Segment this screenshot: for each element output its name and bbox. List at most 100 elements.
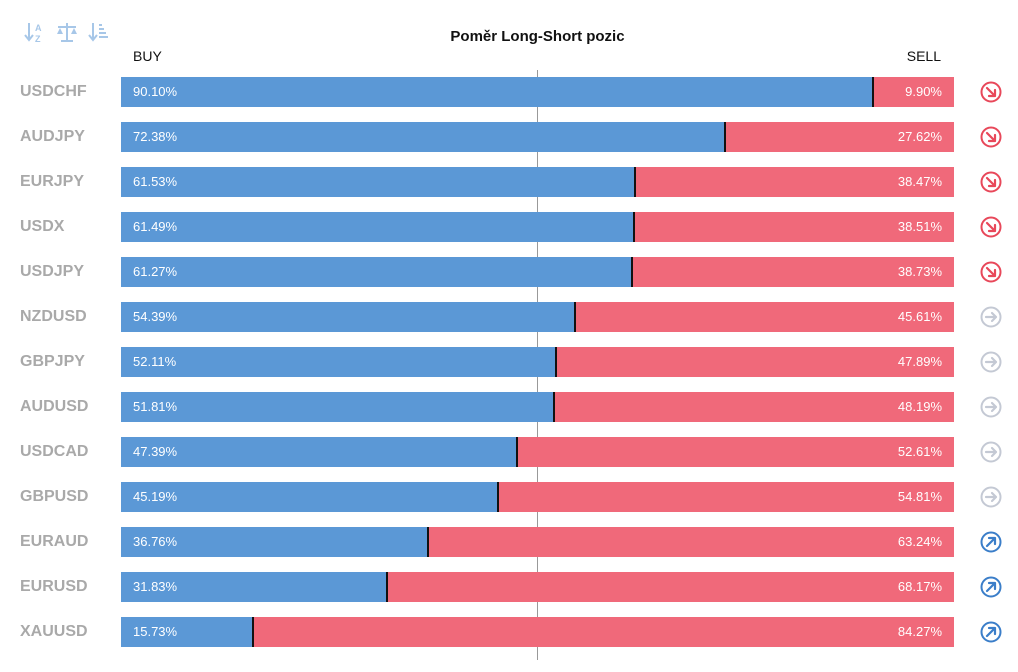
sell-percent-label: 38.47%	[897, 174, 942, 189]
sell-percent-label: 54.81%	[897, 489, 942, 504]
sell-percent-label: 38.73%	[897, 264, 942, 279]
buy-percent-label: 51.81%	[133, 399, 178, 414]
ratio-row[interactable]: AUDJPY 72.38% 27.62%	[0, 122, 1018, 152]
buy-percent-label: 52.11%	[133, 354, 177, 369]
trend-down-icon[interactable]	[980, 81, 1002, 103]
sell-percent-label: 9.90%	[905, 84, 942, 99]
ratio-bar: 47.39% 52.61%	[121, 437, 954, 467]
ratio-row[interactable]: USDCHF 90.10% 9.90%	[0, 77, 1018, 107]
sell-segment: 48.19%	[553, 392, 954, 422]
trend-neutral-icon[interactable]	[980, 441, 1002, 463]
ratio-bar: 36.76% 63.24%	[121, 527, 954, 557]
buy-percent-label: 45.19%	[133, 489, 178, 504]
sell-segment: 52.61%	[516, 437, 954, 467]
symbol-label: USDJPY	[20, 263, 85, 280]
trend-up-icon[interactable]	[980, 531, 1002, 553]
ratio-row[interactable]: USDJPY 61.27% 38.73%	[0, 257, 1018, 287]
ratio-row[interactable]: USDX 61.49% 38.51%	[0, 212, 1018, 242]
sell-percent-label: 48.19%	[897, 399, 942, 414]
buy-percent-label: 61.49%	[133, 219, 178, 234]
buy-segment: 36.76%	[121, 527, 427, 557]
trend-up-icon[interactable]	[980, 576, 1002, 598]
symbol-label: EURJPY	[20, 173, 85, 190]
buy-segment: 15.73%	[121, 617, 252, 647]
sell-percent-label: 68.17%	[897, 579, 942, 594]
trend-neutral-icon[interactable]	[980, 351, 1002, 373]
ratio-row[interactable]: AUDUSD 51.81% 48.19%	[0, 392, 1018, 422]
svg-text:Z: Z	[35, 34, 41, 44]
buy-percent-label: 72.38%	[133, 129, 178, 144]
ratio-row[interactable]: GBPJPY 52.11% 47.89%	[0, 347, 1018, 377]
trend-down-icon[interactable]	[980, 126, 1002, 148]
ratio-row[interactable]: EURUSD 31.83% 68.17%	[0, 572, 1018, 602]
ratio-bar: 31.83% 68.17%	[121, 572, 954, 602]
sell-percent-label: 27.62%	[897, 129, 942, 144]
trend-down-icon[interactable]	[980, 171, 1002, 193]
buy-segment: 61.53%	[121, 167, 634, 197]
ratio-row[interactable]: GBPUSD 45.19% 54.81%	[0, 482, 1018, 512]
sort-amount-icon[interactable]	[86, 18, 112, 46]
trend-neutral-icon[interactable]	[980, 486, 1002, 508]
trend-neutral-icon[interactable]	[980, 396, 1002, 418]
symbol-label: USDX	[20, 218, 65, 235]
ratio-row[interactable]: USDCAD 47.39% 52.61%	[0, 437, 1018, 467]
svg-text:A: A	[35, 23, 42, 33]
chart-title: Poměr Long-Short pozic	[450, 28, 625, 45]
ratio-bar: 45.19% 54.81%	[121, 482, 954, 512]
ratio-bar: 90.10% 9.90%	[121, 77, 954, 107]
ratio-row[interactable]: EURAUD 36.76% 63.24%	[0, 527, 1018, 557]
trend-down-icon[interactable]	[980, 216, 1002, 238]
symbol-label: GBPJPY	[20, 353, 85, 370]
buy-segment: 72.38%	[121, 122, 724, 152]
trend-up-icon[interactable]	[980, 621, 1002, 643]
sell-header-label: SELL	[906, 48, 941, 64]
balance-scale-icon[interactable]	[54, 18, 80, 46]
trend-down-icon[interactable]	[980, 261, 1002, 283]
ratio-bar: 61.53% 38.47%	[121, 167, 954, 197]
buy-segment: 47.39%	[121, 437, 516, 467]
ratio-bar: 61.27% 38.73%	[121, 257, 954, 287]
ratio-bar: 52.11% 47.89%	[121, 347, 954, 377]
sell-percent-label: 52.61%	[897, 444, 942, 459]
symbol-label: AUDJPY	[20, 128, 85, 145]
buy-segment: 31.83%	[121, 572, 386, 602]
trend-neutral-icon[interactable]	[980, 306, 1002, 328]
sell-percent-label: 84.27%	[897, 624, 942, 639]
symbol-label: EURUSD	[20, 578, 88, 595]
ratio-row[interactable]: NZDUSD 54.39% 45.61%	[0, 302, 1018, 332]
sell-segment: 84.27%	[252, 617, 954, 647]
buy-percent-label: 61.27%	[133, 264, 178, 279]
symbol-label: USDCHF	[20, 83, 87, 100]
sell-percent-label: 47.89%	[897, 354, 942, 369]
sell-segment: 68.17%	[386, 572, 954, 602]
ratio-row[interactable]: EURJPY 61.53% 38.47%	[0, 167, 1018, 197]
buy-percent-label: 15.73%	[133, 624, 178, 639]
sell-segment: 38.73%	[631, 257, 954, 287]
sell-segment: 38.51%	[633, 212, 954, 242]
sell-segment: 45.61%	[574, 302, 954, 332]
ratio-bar: 61.49% 38.51%	[121, 212, 954, 242]
buy-segment: 61.49%	[121, 212, 633, 242]
buy-segment: 54.39%	[121, 302, 574, 332]
buy-header-label: BUY	[133, 48, 162, 64]
ratio-row[interactable]: XAUUSD 15.73% 84.27%	[0, 617, 1018, 647]
buy-percent-label: 90.10%	[133, 84, 178, 99]
symbol-label: USDCAD	[20, 443, 89, 460]
buy-percent-label: 31.83%	[133, 579, 178, 594]
symbol-label: EURAUD	[20, 533, 89, 550]
buy-segment: 45.19%	[121, 482, 497, 512]
sell-percent-label: 45.61%	[897, 309, 942, 324]
toolbar: A Z	[22, 18, 112, 46]
buy-segment: 61.27%	[121, 257, 631, 287]
buy-percent-label: 54.39%	[133, 309, 178, 324]
sell-segment: 47.89%	[555, 347, 954, 377]
sell-segment: 27.62%	[724, 122, 954, 152]
sort-alpha-icon[interactable]: A Z	[22, 18, 48, 46]
ratio-bar: 72.38% 27.62%	[121, 122, 954, 152]
sell-segment: 9.90%	[872, 77, 954, 107]
sell-segment: 63.24%	[427, 527, 954, 557]
symbol-label: NZDUSD	[20, 308, 87, 325]
symbol-label: AUDUSD	[20, 398, 89, 415]
buy-segment: 51.81%	[121, 392, 553, 422]
ratio-bar: 54.39% 45.61%	[121, 302, 954, 332]
